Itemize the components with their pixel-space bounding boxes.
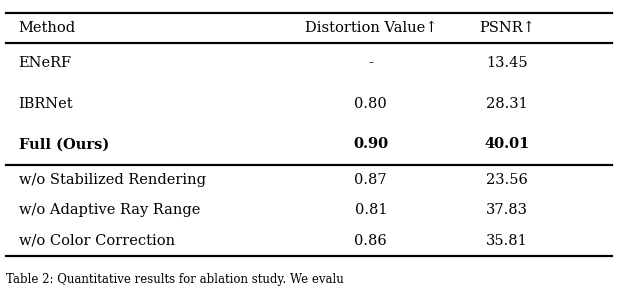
Text: Method: Method — [19, 21, 75, 35]
Text: 13.45: 13.45 — [486, 56, 528, 70]
Text: ENeRF: ENeRF — [19, 56, 72, 70]
Text: IBRNet: IBRNet — [19, 97, 73, 111]
Text: 40.01: 40.01 — [484, 137, 530, 151]
Text: Distortion Value↑: Distortion Value↑ — [305, 21, 437, 35]
Text: 35.81: 35.81 — [486, 234, 528, 248]
Text: 0.80: 0.80 — [355, 97, 387, 111]
Text: w/o Stabilized Rendering: w/o Stabilized Rendering — [19, 173, 206, 187]
Text: 0.87: 0.87 — [355, 173, 387, 187]
Text: Full (Ours): Full (Ours) — [19, 137, 109, 151]
Text: 23.56: 23.56 — [486, 173, 528, 187]
Text: PSNR↑: PSNR↑ — [479, 21, 535, 35]
Text: 37.83: 37.83 — [486, 203, 528, 217]
Text: -: - — [368, 56, 373, 70]
Text: w/o Adaptive Ray Range: w/o Adaptive Ray Range — [19, 203, 200, 217]
Text: Table 2: Quantitative results for ablation study. We evalu: Table 2: Quantitative results for ablati… — [6, 273, 344, 286]
Text: 0.90: 0.90 — [353, 137, 388, 151]
Text: 0.81: 0.81 — [355, 203, 387, 217]
Text: 28.31: 28.31 — [486, 97, 528, 111]
Text: 0.86: 0.86 — [355, 234, 387, 248]
Text: w/o Color Correction: w/o Color Correction — [19, 234, 175, 248]
